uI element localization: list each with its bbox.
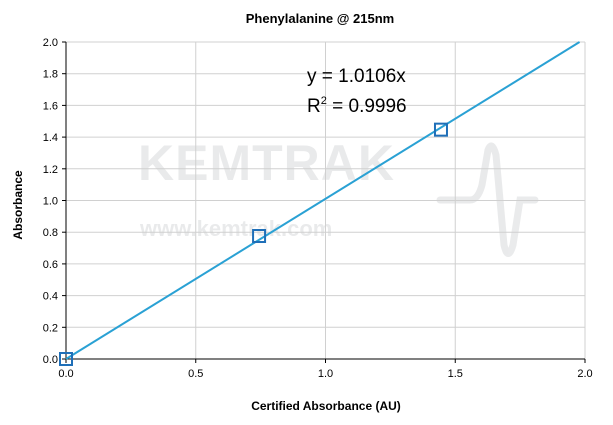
- data-point: [433, 122, 448, 137]
- r-squared-symbol: R: [307, 96, 321, 117]
- watermark-url: www.kemtrak.com: [139, 216, 332, 241]
- y-axis-label: Absorbance: [11, 170, 25, 240]
- data-point: [59, 352, 73, 366]
- y-tick-label: 0.8: [43, 227, 58, 239]
- y-tick-label: 2.0: [43, 37, 58, 49]
- r-squared-exponent: 2: [321, 95, 327, 107]
- watermark-logo-text: KEMTRAK: [138, 135, 395, 191]
- y-tick-label: 1.0: [43, 196, 58, 208]
- y-tick-label: 0.4: [43, 291, 58, 303]
- y-tick-label: 1.6: [43, 100, 58, 112]
- y-tick-label: 0.2: [43, 322, 58, 334]
- trendline-equation: y = 1.0106x: [307, 66, 406, 87]
- axes: 0.0 0.2 0.4 0.6 0.8 1.0 1.2 1.4 1.6 1.8 2.0 0.0 0.5 1…: [43, 37, 593, 380]
- x-axis-label: Certified Absorbance (AU): [251, 399, 401, 413]
- y-tick-label: 0.0: [43, 354, 58, 366]
- watermark-logo: KEMTRAK www.kemtrak.com: [138, 135, 539, 257]
- points-group: [59, 122, 448, 366]
- x-tick-label: 2.0: [577, 368, 592, 380]
- r-squared-label: R2 = 0.9996: [307, 95, 407, 117]
- data-point: [252, 229, 267, 244]
- trendline-group: [65, 41, 581, 360]
- chart-title: Phenylalanine @ 215nm: [246, 11, 395, 26]
- x-tick-label: 1.0: [318, 368, 333, 380]
- x-tick-label: 1.5: [448, 368, 463, 380]
- grid: [66, 41, 586, 359]
- y-tick-label: 1.2: [43, 164, 58, 176]
- y-tick-label: 0.6: [43, 259, 58, 271]
- trendline: [65, 41, 581, 360]
- y-tick-label: 1.4: [43, 132, 58, 144]
- x-tick-label: 0.5: [188, 368, 203, 380]
- watermark-waveform: [436, 142, 539, 257]
- r-squared-value: = 0.9996: [327, 96, 407, 117]
- y-tick-label: 1.8: [43, 69, 58, 81]
- x-tick-label: 0.0: [58, 368, 73, 380]
